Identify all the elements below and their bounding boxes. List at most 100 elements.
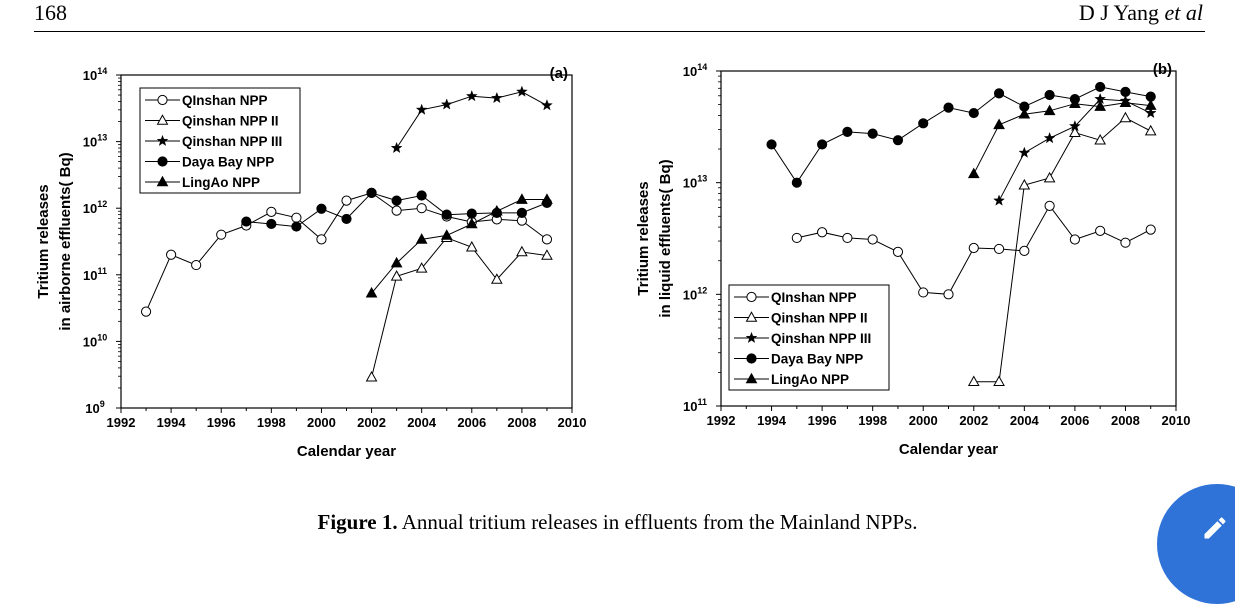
data-point bbox=[291, 212, 302, 223]
data-point bbox=[967, 375, 980, 387]
chart-airborne-effluents: 1992 1994 1996 1998 2000 2002 2004 2006 2008 2010… bbox=[35, 65, 587, 460]
data-point bbox=[791, 177, 802, 188]
data-point bbox=[291, 221, 302, 232]
data-point bbox=[156, 175, 169, 187]
y-tick-label: 1011 bbox=[683, 397, 707, 414]
data-point bbox=[842, 232, 853, 244]
y-tick-label: 1012 bbox=[83, 199, 107, 216]
series-5 bbox=[967, 96, 1157, 179]
x-tick-label: 1992 bbox=[107, 415, 136, 430]
x-tick-label: 2000 bbox=[909, 413, 938, 428]
figure-caption: Figure 1. Annual tritium releases in eff… bbox=[0, 510, 1235, 535]
data-point bbox=[993, 118, 1005, 130]
data-point bbox=[1043, 104, 1056, 116]
x-tick-label: 1994 bbox=[757, 413, 787, 428]
data-point bbox=[967, 167, 980, 179]
data-point bbox=[157, 156, 168, 167]
data-point bbox=[918, 118, 929, 129]
series-1 bbox=[791, 200, 1156, 300]
data-point bbox=[1094, 100, 1107, 111]
data-point bbox=[516, 193, 528, 204]
y-axis-label-line1: Tritium releases bbox=[635, 181, 652, 295]
data-point bbox=[216, 229, 227, 240]
x-tick-label: 2004 bbox=[407, 415, 437, 430]
panel-label: (a) bbox=[550, 65, 568, 82]
data-point bbox=[1044, 200, 1055, 211]
data-point bbox=[441, 209, 452, 220]
data-point bbox=[1069, 234, 1080, 245]
data-point bbox=[516, 85, 528, 97]
data-point bbox=[746, 353, 757, 364]
data-point bbox=[1144, 99, 1157, 110]
data-point bbox=[1119, 111, 1132, 123]
x-tick-label: 1996 bbox=[207, 415, 236, 430]
data-point bbox=[490, 273, 503, 284]
data-point bbox=[415, 233, 428, 244]
series-line bbox=[396, 91, 548, 149]
legend-label: Daya Bay NPP bbox=[182, 155, 274, 170]
author-etal: et al bbox=[1164, 0, 1204, 25]
y-tick-label: 109 bbox=[85, 399, 104, 416]
series-2 bbox=[967, 111, 1157, 387]
data-point bbox=[365, 370, 378, 382]
y-tick-label: 1012 bbox=[683, 285, 707, 302]
x-tick-label: 2006 bbox=[457, 415, 486, 430]
header-rule bbox=[34, 31, 1205, 32]
x-tick-label: 2006 bbox=[1060, 413, 1089, 428]
data-point bbox=[918, 287, 929, 298]
series-line bbox=[371, 237, 547, 378]
data-point bbox=[415, 262, 428, 273]
x-tick-label: 2010 bbox=[558, 415, 587, 430]
data-point bbox=[1018, 178, 1031, 190]
data-point bbox=[416, 190, 427, 201]
legend-item: LingAo NPP bbox=[734, 372, 849, 387]
edit-button[interactable] bbox=[1157, 484, 1235, 604]
data-point bbox=[415, 103, 428, 115]
legend-item: Qinshan NPP III bbox=[145, 134, 282, 149]
legend-item: QInshan NPP bbox=[145, 93, 268, 108]
series-3 bbox=[993, 92, 1157, 206]
legend-label: QInshan NPP bbox=[182, 93, 268, 108]
series-2 bbox=[365, 231, 553, 382]
data-point bbox=[541, 234, 553, 245]
legend-label: Qinshan NPP II bbox=[771, 311, 868, 326]
x-axis-label: Calendar year bbox=[297, 443, 396, 460]
series-line bbox=[145, 192, 548, 312]
legend-label: Daya Bay NPP bbox=[771, 352, 863, 367]
data-point bbox=[541, 249, 553, 260]
data-point bbox=[266, 218, 277, 230]
data-point bbox=[817, 139, 828, 150]
x-axis-label: Calendar year bbox=[899, 441, 998, 458]
series-3 bbox=[390, 85, 553, 154]
data-point bbox=[465, 240, 478, 252]
y-tick-label: 1013 bbox=[83, 133, 107, 150]
data-point bbox=[440, 98, 453, 110]
data-point bbox=[191, 259, 202, 271]
data-point bbox=[516, 245, 528, 257]
legend-item: Daya Bay NPP bbox=[145, 155, 274, 170]
panel-label: (b) bbox=[1153, 61, 1172, 78]
y-axis-label-line1: Tritium releases bbox=[35, 184, 52, 298]
data-point bbox=[156, 114, 169, 125]
legend-item: Qinshan NPP II bbox=[145, 114, 279, 129]
legend-item: LingAo NPP bbox=[145, 175, 260, 190]
data-point bbox=[746, 291, 757, 303]
data-point bbox=[993, 194, 1005, 206]
y-tick-label: 1014 bbox=[683, 62, 707, 79]
data-point bbox=[390, 141, 403, 154]
series-line bbox=[973, 102, 1151, 175]
legend-item: Qinshan NPP III bbox=[734, 331, 871, 346]
x-tick-label: 2008 bbox=[1111, 413, 1140, 428]
y-axis-label-line2: in liquid effluents( Bq) bbox=[657, 159, 674, 317]
data-point bbox=[842, 126, 853, 137]
data-point bbox=[745, 372, 758, 384]
data-point bbox=[968, 242, 979, 254]
data-point bbox=[541, 99, 553, 111]
legend: QInshan NPP Qinshan NPP II Qinshan NPP III… bbox=[728, 284, 890, 391]
data-point bbox=[516, 207, 527, 219]
x-tick-label: 1994 bbox=[157, 415, 187, 430]
data-point bbox=[745, 331, 758, 344]
author-name: D J Yang bbox=[1078, 0, 1159, 25]
data-point bbox=[1144, 106, 1157, 119]
running-head-authors: D J Yang et al bbox=[1079, 0, 1203, 26]
